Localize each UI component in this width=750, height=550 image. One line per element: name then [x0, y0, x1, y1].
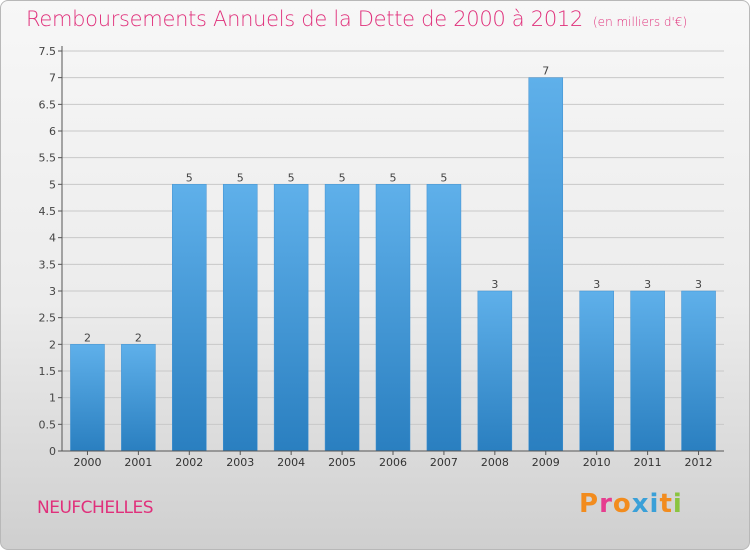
bar — [273, 184, 309, 452]
x-tick-label: 2010 — [583, 456, 611, 469]
bar-value-label: 3 — [593, 278, 600, 291]
bar — [630, 290, 665, 452]
y-tick-label: 7 — [49, 72, 56, 85]
y-tick-label: 3 — [49, 285, 56, 298]
bar-value-label: 3 — [491, 278, 498, 291]
x-tick-label: 2005 — [328, 456, 356, 469]
bar — [324, 184, 360, 452]
y-tick-label: 2 — [49, 338, 56, 351]
y-tick-label: 3.5 — [39, 258, 57, 271]
bar-value-label: 5 — [440, 171, 447, 184]
bar-value-label: 3 — [644, 278, 651, 291]
bar — [528, 77, 564, 452]
x-tick-label: 2003 — [226, 456, 254, 469]
bar — [375, 184, 411, 452]
bar — [579, 290, 614, 452]
logo-letter: t — [659, 489, 673, 519]
y-tick-label: 1.5 — [39, 365, 57, 378]
bar — [477, 290, 513, 452]
bar-value-label: 5 — [288, 171, 295, 184]
commune-name: NEUFCHELLES — [37, 498, 154, 518]
y-tick-label: 6.5 — [39, 98, 57, 111]
bar — [681, 290, 716, 452]
logo-letter: r — [599, 489, 613, 519]
chart-subtitle: (en milliers d'€) — [593, 15, 688, 29]
bar-value-label: 2 — [135, 331, 142, 344]
bar-value-label: 5 — [186, 171, 193, 184]
y-tick-label: 5 — [49, 178, 56, 191]
proxiti-logo[interactable]: Proxiti — [579, 489, 683, 519]
bar-value-label: 3 — [695, 278, 702, 291]
logo-letter: x — [631, 489, 650, 519]
logo-letter: P — [579, 489, 600, 519]
bar-value-label: 7 — [542, 65, 549, 78]
x-tick-label: 2006 — [379, 456, 407, 469]
logo-letter: o — [612, 489, 632, 519]
chart-title-text: Remboursements Annuels de la Dette de 20… — [26, 7, 583, 31]
y-tick-label: 6 — [49, 125, 56, 138]
y-tick-label: 4 — [49, 232, 56, 245]
bar-value-label: 5 — [237, 171, 244, 184]
x-tick-label: 2001 — [124, 456, 152, 469]
y-tick-label: 7.5 — [39, 45, 57, 58]
bar-value-label: 5 — [390, 171, 397, 184]
bar — [70, 344, 105, 452]
y-tick-label: 0.5 — [39, 418, 57, 431]
bar — [222, 184, 258, 452]
x-tick-label: 2002 — [175, 456, 203, 469]
y-tick-label: 0 — [49, 445, 56, 458]
x-tick-label: 2000 — [73, 456, 101, 469]
x-tick-label: 2012 — [685, 456, 713, 469]
bar-value-label: 2 — [84, 331, 91, 344]
bar — [121, 344, 156, 452]
y-tick-label: 2.5 — [39, 312, 57, 325]
x-tick-label: 2007 — [430, 456, 458, 469]
logo-letter: i — [649, 489, 660, 519]
chart-title: Remboursements Annuels de la Dette de 20… — [26, 7, 687, 31]
y-tick-label: 4.5 — [39, 205, 57, 218]
x-tick-label: 2009 — [532, 456, 560, 469]
x-tick-label: 2008 — [481, 456, 509, 469]
y-tick-label: 1 — [49, 392, 56, 405]
bar — [172, 184, 207, 452]
bar — [426, 184, 462, 452]
logo-letter: i — [672, 489, 683, 519]
x-tick-label: 2004 — [277, 456, 305, 469]
bar-value-label: 5 — [339, 171, 346, 184]
x-tick-label: 2011 — [634, 456, 662, 469]
y-tick-label: 5.5 — [39, 152, 57, 165]
